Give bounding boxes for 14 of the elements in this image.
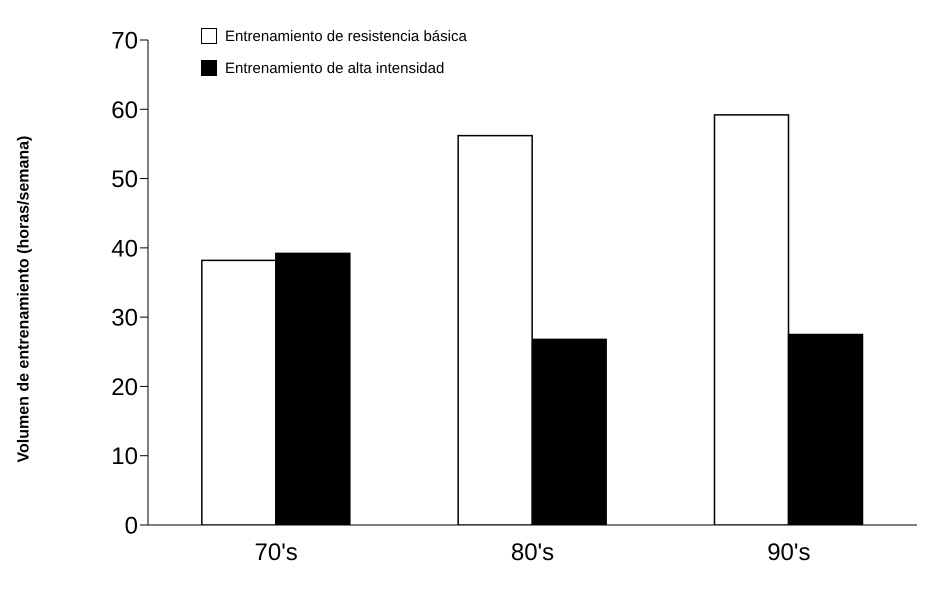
x-tick-label: 70's bbox=[254, 539, 298, 566]
legend-label: Entrenamiento de alta intensidad bbox=[225, 60, 444, 76]
legend-label: Entrenamiento de resistencia básica bbox=[225, 28, 467, 44]
x-tick-label: 80's bbox=[510, 539, 554, 566]
y-tick-label: 60 bbox=[111, 96, 138, 124]
y-axis-title: Volumen de entrenamiento (horas/semana) bbox=[16, 136, 33, 462]
y-tick-label: 0 bbox=[124, 512, 138, 540]
y-tick-label: 20 bbox=[111, 374, 138, 401]
y-tick-label: 50 bbox=[111, 166, 138, 194]
y-tick-label: 70 bbox=[111, 28, 138, 55]
y-tick-label: 30 bbox=[111, 304, 138, 332]
y-tick-label: 10 bbox=[111, 443, 138, 470]
x-tick-label: 90's bbox=[767, 539, 810, 566]
y-tick-label: 40 bbox=[111, 235, 138, 262]
